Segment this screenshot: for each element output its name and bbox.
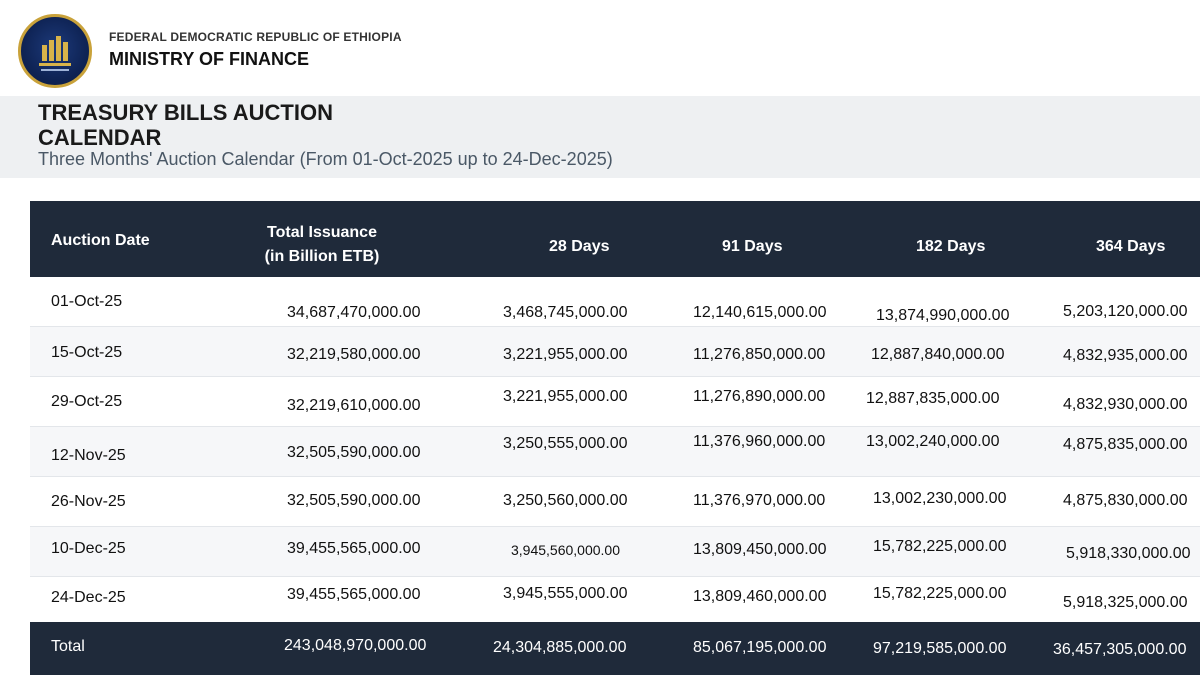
col-total-issuance-unit: (in Billion ETB) <box>264 248 380 265</box>
country-name: FEDERAL DEMOCRATIC REPUBLIC OF ETHIOPIA <box>109 30 402 44</box>
col-364-days: 364 Days <box>1096 238 1166 255</box>
table-header: Auction Date Total Issuance (in Billion … <box>30 201 1200 277</box>
total-28: 24,304,885,000.00 <box>493 639 627 656</box>
cell-total: 39,455,565,000.00 <box>287 540 421 557</box>
cell-364: 5,918,325,000.00 <box>1063 594 1188 611</box>
ministry-name: MINISTRY OF FINANCE <box>109 49 310 69</box>
cell-182: 15,782,225,000.00 <box>873 538 1007 555</box>
cell-date: 01-Oct-25 <box>51 293 123 310</box>
ministry-seal-icon <box>39 36 71 71</box>
cell-182: 12,887,835,000.00 <box>866 390 1000 407</box>
table-row: 10-Dec-25 39,455,565,000.00 3,945,560,00… <box>30 527 1200 577</box>
total-364: 36,457,305,000.00 <box>1053 641 1187 658</box>
col-182-days: 182 Days <box>916 238 986 255</box>
cell-date: 10-Dec-25 <box>51 540 126 557</box>
cell-91: 11,376,960,000.00 <box>693 433 826 450</box>
cell-28: 3,221,955,000.00 <box>503 388 628 405</box>
col-28-days: 28 Days <box>549 238 610 255</box>
total-row: Total 243,048,970,000.00 24,304,885,000.… <box>30 622 1200 675</box>
cell-total: 32,219,580,000.00 <box>287 346 421 363</box>
cell-total: 34,687,470,000.00 <box>287 304 421 321</box>
table-row: 29-Oct-25 32,219,610,000.00 3,221,955,00… <box>30 377 1200 427</box>
cell-28: 3,250,555,000.00 <box>503 435 628 452</box>
total-91: 85,067,195,000.00 <box>693 639 827 656</box>
total-issuance: 243,048,970,000.00 <box>284 637 427 654</box>
cell-364: 5,203,120,000.00 <box>1063 303 1188 320</box>
table-row: 01-Oct-25 34,687,470,000.00 3,468,745,00… <box>30 277 1200 327</box>
cell-364: 4,832,935,000.00 <box>1063 347 1188 364</box>
title-band <box>0 96 1200 178</box>
cell-date: 12-Nov-25 <box>51 447 126 464</box>
cell-total: 32,505,590,000.00 <box>287 444 421 461</box>
cell-date: 15-Oct-25 <box>51 344 123 361</box>
cell-28: 3,468,745,000.00 <box>503 304 628 321</box>
cell-91: 12,140,615,000.00 <box>693 304 827 321</box>
cell-364: 4,875,835,000.00 <box>1063 436 1188 453</box>
cell-182: 13,874,990,000.00 <box>876 307 1010 324</box>
col-91-days: 91 Days <box>722 238 783 255</box>
cell-91: 13,809,450,000.00 <box>693 541 827 558</box>
table-body: 01-Oct-25 34,687,470,000.00 3,468,745,00… <box>30 277 1200 627</box>
cell-91: 11,376,970,000.00 <box>693 492 826 509</box>
cell-182: 13,002,240,000.00 <box>866 433 1000 450</box>
cell-364: 4,875,830,000.00 <box>1063 492 1188 509</box>
cell-total: 32,505,590,000.00 <box>287 492 421 509</box>
cell-91: 11,276,850,000.00 <box>693 346 826 363</box>
cell-364: 4,832,930,000.00 <box>1063 396 1188 413</box>
cell-91: 11,276,890,000.00 <box>693 388 826 405</box>
cell-28: 3,221,955,000.00 <box>503 346 628 363</box>
cell-total: 39,455,565,000.00 <box>287 586 421 603</box>
table-row: 12-Nov-25 32,505,590,000.00 3,250,555,00… <box>30 427 1200 477</box>
cell-182: 13,002,230,000.00 <box>873 490 1007 507</box>
table-row: 15-Oct-25 32,219,580,000.00 3,221,955,00… <box>30 327 1200 377</box>
total-label: Total <box>51 638 85 655</box>
col-auction-date: Auction Date <box>51 232 150 249</box>
ministry-logo <box>18 14 92 88</box>
cell-total: 32,219,610,000.00 <box>287 397 421 414</box>
page-subtitle: Three Months' Auction Calendar (From 01-… <box>38 149 613 169</box>
cell-28: 3,945,555,000.00 <box>503 585 628 602</box>
table-row: 24-Dec-25 39,455,565,000.00 3,945,555,00… <box>30 577 1200 627</box>
cell-date: 29-Oct-25 <box>51 393 123 410</box>
col-total-issuance: Total Issuance <box>267 224 377 241</box>
table-row: 26-Nov-25 32,505,590,000.00 3,250,560,00… <box>30 477 1200 527</box>
cell-date: 24-Dec-25 <box>51 589 126 606</box>
cell-182: 15,782,225,000.00 <box>873 585 1007 602</box>
total-182: 97,219,585,000.00 <box>873 640 1007 657</box>
cell-182: 12,887,840,000.00 <box>871 346 1005 363</box>
auction-table: Auction Date Total Issuance (in Billion … <box>30 201 1200 627</box>
page-title: TREASURY BILLS AUCTION CALENDAR <box>38 100 333 150</box>
cell-date: 26-Nov-25 <box>51 493 126 510</box>
cell-28: 3,250,560,000.00 <box>503 492 628 509</box>
cell-28: 3,945,560,000.00 <box>511 542 620 558</box>
cell-364: 5,918,330,000.00 <box>1066 545 1191 562</box>
cell-91: 13,809,460,000.00 <box>693 588 827 605</box>
